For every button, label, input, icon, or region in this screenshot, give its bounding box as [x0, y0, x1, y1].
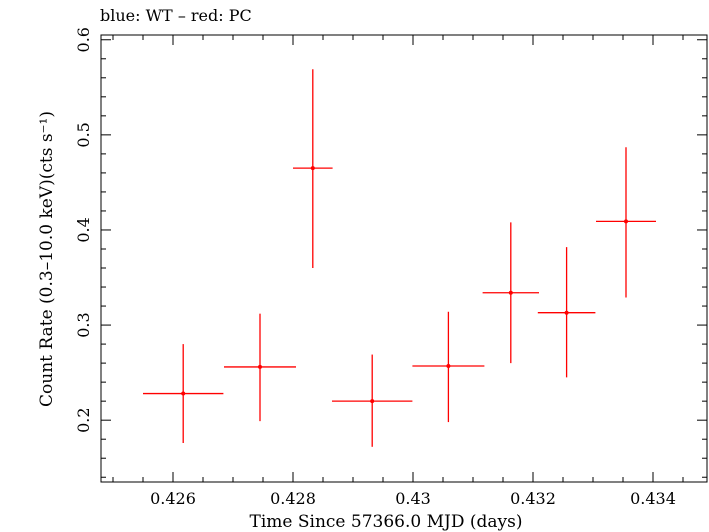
- data-marker: [258, 364, 262, 369]
- chart-title: blue: WT – red: PC: [100, 6, 252, 25]
- data-point: [482, 222, 539, 364]
- y-tick-label: 0.5: [74, 122, 93, 147]
- data-marker: [370, 399, 375, 404]
- data-point: [412, 311, 485, 423]
- y-tick-label: 0.3: [74, 312, 93, 337]
- x-tick-label: 0.434: [630, 489, 676, 508]
- data-marker: [508, 290, 513, 295]
- plot-frame: [100, 34, 708, 483]
- x-tick-label: 0.43: [395, 489, 431, 508]
- y-tick-label: 0.4: [74, 217, 93, 242]
- axis-ticks: [101, 35, 707, 482]
- y-tick-label: 0.6: [74, 27, 93, 52]
- x-tick-label: 0.426: [150, 489, 196, 508]
- data-point: [537, 247, 596, 378]
- data-marker: [181, 391, 186, 396]
- y-tick-labels: 0.2 0.3 0.4 0.5 0.6: [74, 27, 93, 433]
- data-marker: [310, 166, 315, 171]
- data-point: [596, 147, 656, 298]
- data-marker: [624, 219, 628, 224]
- data-point: [143, 344, 224, 444]
- data-marker: [564, 310, 569, 315]
- y-axis-title: Count Rate (0.3–10.0 keV)(cts s⁻¹): [37, 111, 57, 407]
- y-tick-label: 0.2: [74, 407, 93, 432]
- data-point: [293, 69, 333, 269]
- x-axis-title: Time Since 57366.0 MJD (days): [250, 512, 523, 532]
- data-point: [224, 313, 296, 422]
- data-point: [332, 354, 413, 447]
- x-tick-label: 0.432: [510, 489, 556, 508]
- x-tick-labels: 0.426 0.428 0.43 0.432 0.434: [150, 489, 676, 508]
- x-tick-label: 0.428: [270, 489, 316, 508]
- data-marker: [446, 363, 451, 368]
- data-marks: [143, 69, 656, 447]
